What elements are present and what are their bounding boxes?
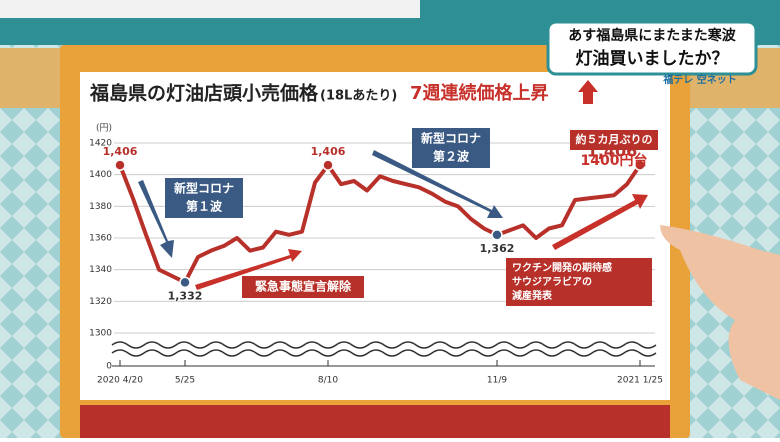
annotation: 新型コロナ [421, 131, 481, 146]
annotation: 1400円台 [581, 152, 648, 169]
plot: 1300 1320 1340 1360 1380 1400 1420 2020 4/20 5/2… [89, 139, 663, 386]
blue-arrow [372, 150, 503, 218]
chart-subtitle: (18Lあたり) [320, 89, 397, 104]
point [179, 276, 191, 289]
value-label: 1,332 [168, 289, 203, 302]
annotation: 緊急事態宣言解除 [255, 279, 352, 294]
chart-title: 福島県の灯油店頭小売価格 [89, 82, 319, 105]
caption-line: あす福島県にまたまた寒波 [568, 27, 737, 44]
y-tick-label: 1300 [89, 329, 112, 339]
blue-arrow [138, 180, 174, 258]
value-label: 1,362 [480, 242, 515, 255]
vaccine-box [506, 258, 652, 306]
y-tick-label: 1340 [89, 265, 112, 275]
axis-zero: 0 [106, 362, 112, 372]
wave1-box [165, 178, 243, 218]
annotation: 減産発表 [512, 289, 553, 302]
axis-break [111, 341, 657, 357]
red-arrow [552, 194, 648, 250]
y-tick-label: 1400 [89, 170, 112, 180]
bottom-strip [80, 405, 670, 438]
price-line [118, 163, 642, 285]
y-tick-label: 1420 [89, 139, 112, 149]
annotation: 新型コロナ [174, 181, 234, 196]
annotation: ワクチン開発の期待感 [512, 261, 612, 274]
x-tick-label: 2020 4/20 [97, 376, 143, 386]
headline: 7週連続価格上昇 [410, 82, 549, 104]
months-box [570, 130, 658, 150]
logo: 福テレ 空ネット [662, 73, 736, 86]
y-tick-label: 1380 [89, 202, 112, 212]
annotation: 第１波 [186, 199, 223, 214]
red-arrows [195, 194, 648, 290]
red-arrow [195, 249, 302, 290]
caption-line: 灯油買いましたか？ [576, 48, 729, 69]
point [634, 159, 646, 171]
value-label: 1,406 [311, 145, 346, 158]
y-unit: (円) [96, 123, 112, 134]
hand [660, 225, 780, 400]
y-tick-label: 1360 [89, 234, 112, 244]
arrows [138, 150, 503, 258]
value-label: 1,406 [103, 145, 138, 158]
annotation: 約５カ月ぶりの [576, 132, 653, 146]
emergency-box [242, 276, 364, 298]
point [322, 159, 334, 171]
x-tick-label: 8/10 [318, 376, 338, 386]
caption-box [546, 20, 758, 76]
point [114, 159, 126, 171]
x-tick-label: 2021 1/25 [617, 376, 663, 386]
wave2-box [412, 128, 490, 168]
x-tick-label: 5/25 [175, 376, 195, 386]
annotation: サウジアラビアの [512, 275, 592, 288]
annotation: 第２波 [433, 149, 470, 164]
x-tick-label: 11/9 [487, 376, 507, 386]
top-banner [0, 0, 420, 18]
y-tick-label: 1320 [89, 297, 112, 307]
point [491, 229, 503, 241]
up-arrow [578, 80, 598, 104]
